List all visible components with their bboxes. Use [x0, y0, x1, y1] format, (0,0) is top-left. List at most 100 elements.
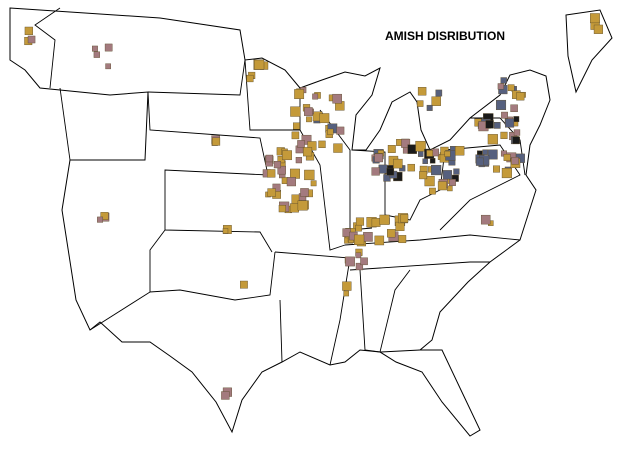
state-line: [439, 144, 521, 231]
county-patch: [355, 217, 365, 226]
county-patch: [104, 43, 113, 52]
county-patch: [454, 146, 465, 156]
county-patch: [453, 168, 460, 175]
county-patch: [318, 140, 326, 149]
county-patch: [426, 104, 433, 111]
county-patch: [485, 120, 494, 129]
county-patch: [448, 179, 456, 186]
county-patch: [435, 89, 443, 97]
county-patch: [355, 224, 362, 232]
county-patch: [312, 93, 319, 100]
county-patch: [304, 107, 313, 116]
state-line: [349, 261, 490, 271]
county-patch: [407, 163, 415, 172]
county-patch: [395, 221, 405, 231]
county-patch: [415, 140, 426, 152]
county-patch: [371, 218, 381, 227]
state-line: [147, 91, 273, 253]
county-patch: [105, 63, 111, 70]
county-patch: [222, 228, 229, 234]
county-patch: [319, 113, 330, 124]
county-patch: [401, 138, 411, 148]
county-patch: [500, 131, 508, 139]
county-patch: [301, 134, 312, 145]
county-patch: [333, 143, 343, 153]
county-patch: [501, 111, 508, 119]
county-patch: [493, 121, 501, 129]
county-patches: [24, 13, 603, 400]
county-patch: [93, 51, 100, 58]
county-patch: [97, 216, 104, 223]
county-patch: [343, 290, 350, 297]
county-patch: [379, 214, 390, 225]
county-patch: [297, 200, 308, 211]
county-patch: [267, 169, 276, 178]
county-patch: [295, 157, 302, 164]
county-patch: [304, 169, 315, 181]
county-patch: [417, 87, 427, 96]
county-patch: [246, 74, 254, 83]
county-patch: [418, 151, 424, 157]
county-patch: [332, 93, 342, 104]
county-patch: [429, 187, 436, 195]
mainland: [9, 7, 551, 434]
county-patch: [290, 106, 301, 117]
county-patch: [426, 149, 434, 157]
county-patch: [265, 154, 274, 163]
state-line: [59, 87, 71, 161]
maine: [565, 9, 613, 94]
county-patch: [480, 214, 491, 225]
county-patch: [386, 167, 395, 176]
county-patch: [100, 212, 109, 220]
state-line: [34, 7, 61, 89]
county-patch: [342, 281, 352, 291]
county-patch: [513, 129, 521, 136]
county-patch: [27, 35, 36, 44]
county-patch: [495, 99, 507, 111]
county-patch: [212, 137, 221, 146]
county-patch: [355, 262, 364, 271]
county-patch: [516, 92, 525, 101]
county-patch: [374, 153, 383, 163]
county-patch: [355, 252, 362, 259]
county-patch: [422, 158, 428, 165]
county-patch: [447, 185, 453, 192]
county-patch: [431, 96, 441, 106]
county-patch: [291, 131, 300, 140]
county-patch: [487, 134, 498, 145]
county-patch: [442, 170, 453, 180]
state-line: [147, 59, 246, 96]
state-line: [359, 269, 411, 353]
florida: [378, 349, 481, 437]
county-patch: [371, 167, 380, 176]
county-patch: [286, 177, 296, 187]
county-patch: [429, 158, 436, 164]
county-patch: [254, 59, 265, 70]
county-patch: [92, 45, 98, 52]
county-patch: [493, 165, 500, 173]
county-patch: [374, 235, 385, 246]
county-patch: [336, 126, 345, 135]
county-patch: [327, 128, 334, 135]
county-patch: [240, 280, 248, 289]
county-patch: [482, 149, 488, 155]
county-patch: [310, 180, 317, 187]
county-patch: [297, 140, 305, 148]
county-patch: [360, 257, 368, 266]
county-patch: [393, 158, 403, 169]
county-patch: [277, 165, 286, 175]
county-patch: [383, 174, 391, 182]
county-patch: [289, 203, 299, 213]
county-patch: [354, 234, 365, 245]
county-patch: [497, 83, 504, 90]
county-patch: [437, 181, 447, 191]
county-patch: [282, 150, 292, 161]
county-patch: [378, 164, 388, 174]
county-patch: [272, 183, 281, 192]
county-patch: [510, 104, 518, 113]
county-patch: [475, 157, 484, 166]
county-patch: [487, 149, 498, 160]
county-patch: [513, 116, 520, 123]
county-patch: [293, 122, 300, 130]
